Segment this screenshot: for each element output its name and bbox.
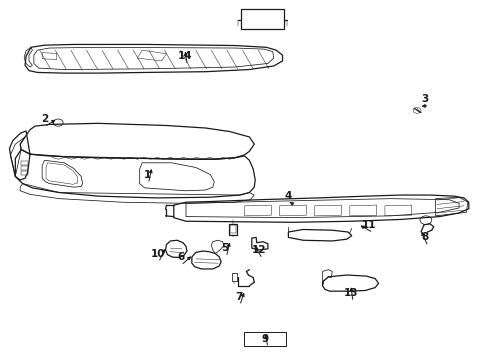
Text: 10: 10	[150, 248, 164, 258]
Text: 14: 14	[177, 51, 192, 61]
Text: 11: 11	[361, 220, 375, 230]
Text: 4: 4	[284, 191, 291, 201]
Text: 5: 5	[221, 243, 228, 253]
Text: 2: 2	[41, 114, 48, 124]
Text: 12: 12	[251, 245, 266, 255]
Text: 13: 13	[343, 288, 357, 298]
Text: 1: 1	[143, 170, 150, 180]
Text: 7: 7	[234, 292, 242, 302]
Text: 9: 9	[262, 333, 268, 343]
Text: 3: 3	[421, 94, 427, 104]
Text: 6: 6	[177, 252, 184, 262]
Text: 8: 8	[421, 232, 427, 242]
Bar	[240, 9, 284, 29]
